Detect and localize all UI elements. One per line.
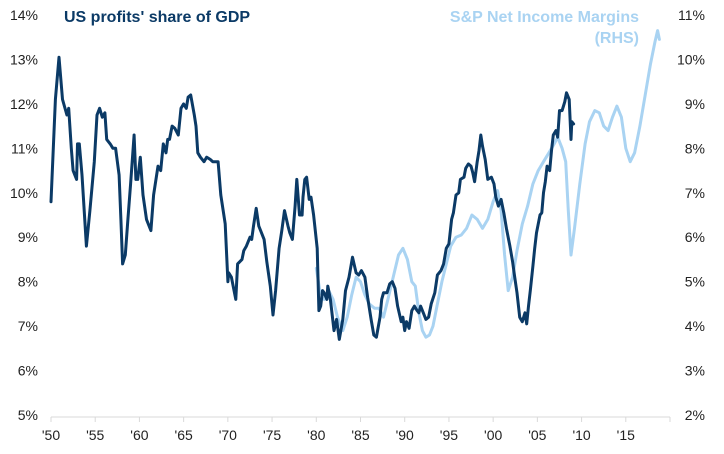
y-right-tick-label: 5%: [685, 274, 705, 290]
y-axis-left: 5% 6% 7% 8% 9% 10% 11% 12% 13% 14%: [10, 7, 38, 423]
y-right-tick-label: 10%: [677, 51, 705, 67]
y-right-tick-label: 4%: [685, 318, 705, 334]
x-tick-label: '95: [440, 427, 458, 443]
x-tick-label: '10: [572, 427, 590, 443]
x-tick-label: '85: [351, 427, 369, 443]
y-left-tick-label: 8%: [18, 274, 38, 290]
y-right-tick-label: 8%: [685, 140, 705, 156]
y-left-tick-label: 9%: [18, 229, 38, 245]
x-tick-label: '15: [617, 427, 635, 443]
series-label-sp-margins-rhs: (RHS): [595, 30, 639, 47]
y-left-tick-label: 7%: [18, 318, 38, 334]
x-tick-label: '60: [130, 427, 148, 443]
y-left-tick-label: 10%: [10, 185, 38, 201]
x-tick-label: '75: [263, 427, 281, 443]
x-tick-label: '80: [307, 427, 325, 443]
x-tick-labels: '50 '55 '60 '65 '70 '75 '80 '85 '90 '95 '00 '05 '10 '…: [42, 427, 635, 443]
y-right-tick-label: 2%: [685, 407, 705, 423]
series-label-sp-margins: S&P Net Income Margins: [450, 9, 639, 26]
x-tick-label: '50: [42, 427, 60, 443]
x-tick-label: '00: [484, 427, 502, 443]
series-layer: [49, 29, 661, 341]
y-left-tick-label: 5%: [18, 407, 38, 423]
x-tick-marks: [50, 417, 671, 422]
series-label-us-profits: US profits' share of GDP: [64, 9, 250, 26]
y-left-tick-label: 11%: [11, 140, 38, 156]
series-line-us-profits: [49, 55, 576, 341]
x-tick-label: '70: [219, 427, 237, 443]
y-left-tick-label: 14%: [10, 7, 38, 23]
y-left-tick-label: 13%: [10, 51, 38, 67]
y-left-tick-label: 12%: [10, 96, 38, 112]
x-tick-label: '55: [86, 427, 104, 443]
y-right-tick-label: 7%: [685, 185, 705, 201]
y-right-tick-label: 3%: [685, 363, 705, 379]
y-axis-right: 2% 3% 4% 5% 6% 7% 8% 9% 10% 11%: [677, 7, 705, 423]
series-line-sp-margins: [314, 29, 661, 339]
x-tick-label: '05: [528, 427, 546, 443]
y-right-tick-label: 9%: [685, 96, 705, 112]
x-tick-label: '65: [175, 427, 193, 443]
y-right-tick-label: 11%: [678, 7, 705, 23]
y-right-tick-label: 6%: [685, 229, 705, 245]
y-left-tick-label: 6%: [18, 363, 38, 379]
x-tick-label: '90: [396, 427, 414, 443]
